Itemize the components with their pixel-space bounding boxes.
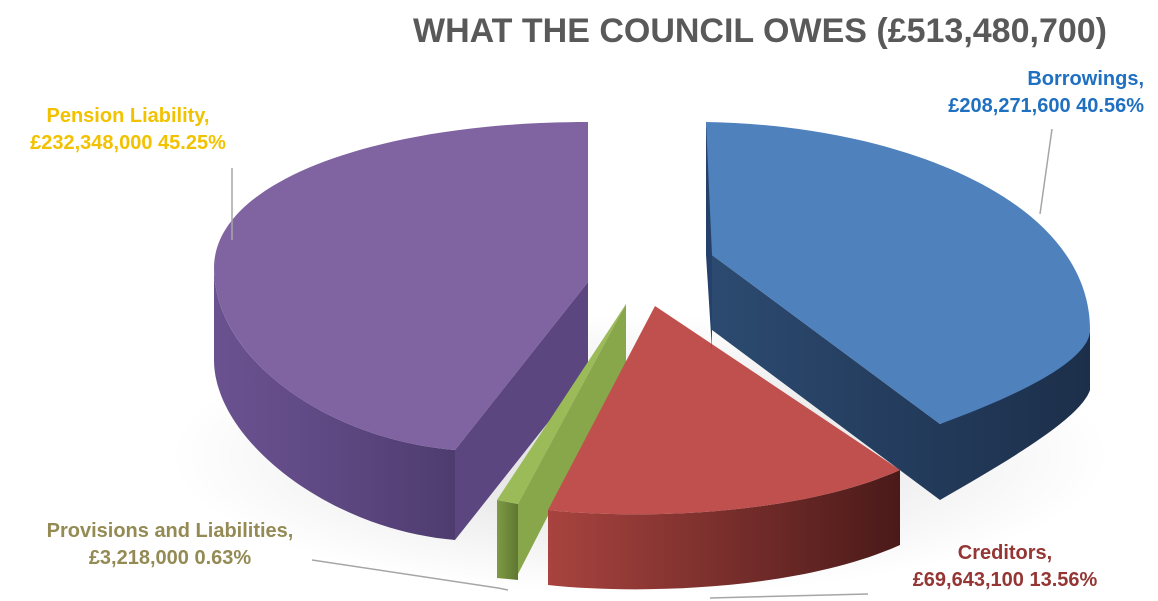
leader-creditors bbox=[709, 593, 869, 599]
slice-creditors bbox=[548, 306, 900, 590]
leader-borrowings bbox=[1039, 128, 1053, 215]
label-borrowings: Borrowings, £208,271,600 40.56% bbox=[948, 66, 1144, 120]
slice-provisions-face bbox=[518, 304, 626, 574]
slice-creditors-side bbox=[548, 470, 900, 590]
leader-provisions bbox=[311, 559, 509, 591]
slice-provisions bbox=[497, 304, 626, 580]
slice-pension-inner-wall bbox=[455, 282, 588, 540]
slice-pension-liability bbox=[214, 122, 588, 540]
label-pension-name: Pension Liability, bbox=[46, 105, 210, 127]
label-provisions: Provisions and Liabilities, £3,218,000 0… bbox=[30, 518, 310, 572]
slice-pension-side bbox=[214, 268, 455, 540]
slice-borrowings-side bbox=[712, 255, 1090, 500]
label-pension-liability: Pension Liability, £232,348,000 45.25% bbox=[8, 103, 248, 157]
label-creditors-value: £69,643,100 13.56% bbox=[912, 569, 1098, 591]
label-creditors: Creditors, £69,643,100 13.56% bbox=[870, 540, 1140, 594]
label-borrowings-name: Borrowings, bbox=[1027, 68, 1144, 90]
chart-title: WHAT THE COUNCIL OWES (£513,480,700) bbox=[412, 12, 1107, 50]
slice-provisions-top bbox=[497, 304, 626, 504]
slice-borrowings bbox=[706, 120, 1090, 500]
label-provisions-name: Provisions and Liabilities, bbox=[46, 520, 294, 542]
slice-borrowings-inner-wall bbox=[706, 120, 712, 350]
slice-borrowings-top bbox=[706, 122, 1090, 424]
slice-creditors-top bbox=[548, 306, 900, 515]
slice-pension-top bbox=[214, 122, 588, 450]
label-creditors-name: Creditors, bbox=[957, 542, 1053, 564]
label-pension-value: £232,348,000 45.25% bbox=[30, 132, 226, 154]
label-provisions-value: £3,218,000 0.63% bbox=[88, 547, 252, 569]
label-borrowings-value: £208,271,600 40.56% bbox=[948, 95, 1144, 117]
slice-provisions-side bbox=[497, 500, 518, 580]
